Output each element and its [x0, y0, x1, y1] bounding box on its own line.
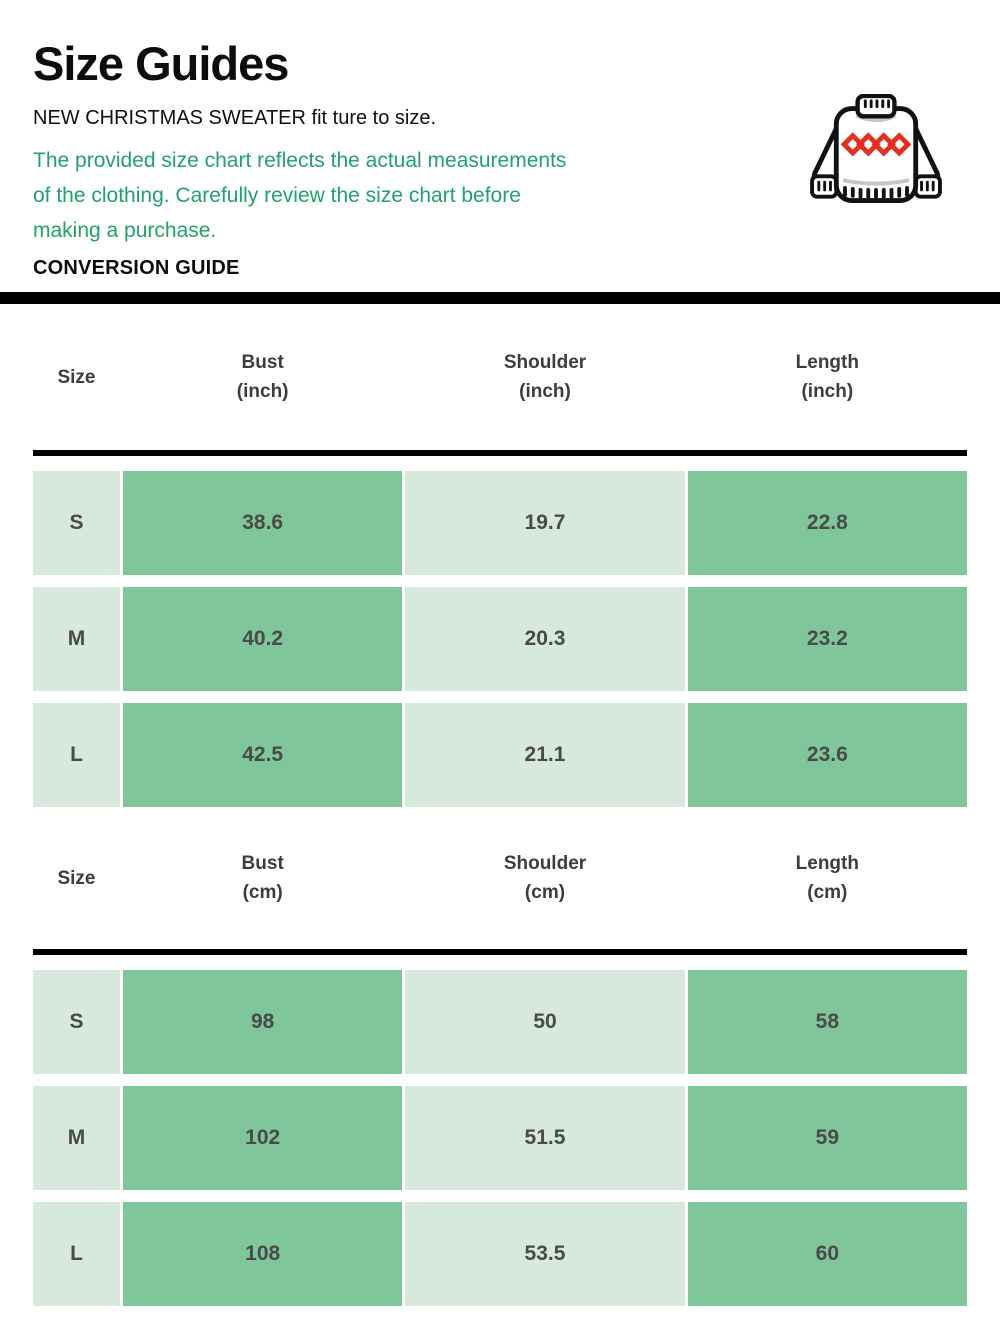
shoulder-cell: 53.5: [405, 1202, 685, 1306]
bust-cell: 98: [123, 970, 403, 1074]
length-cell: 23.2: [687, 587, 967, 691]
column-header-bust: Bust (inch): [123, 348, 402, 406]
table-header-inch: Size Bust (inch) Shoulder (inch) Length …: [33, 304, 967, 450]
shoulder-cell: 20.3: [405, 587, 685, 691]
header-section: Size Guides NEW CHRISTMAS SWEATER fit tu…: [0, 0, 1000, 280]
column-label: Length: [795, 352, 859, 373]
size-cell: M: [33, 587, 120, 691]
bust-cell: 42.5: [123, 703, 403, 807]
column-unit: (cm): [807, 882, 848, 903]
column-label: Shoulder: [503, 352, 587, 373]
table-row-s: S 98 50 58: [33, 970, 967, 1074]
page-title: Size Guides: [33, 37, 289, 90]
column-header-size: Size: [33, 363, 120, 392]
column-unit: (cm): [242, 882, 283, 903]
column-label: Length: [795, 853, 859, 874]
column-header-bust: Bust (cm): [123, 849, 402, 907]
size-table-cm: Size Bust (cm) Shoulder (cm) Length (cm)…: [0, 807, 1000, 1306]
table-row-l: L 42.5 21.1 23.6: [33, 703, 967, 807]
table-row-s: S 38.6 19.7 22.8: [33, 471, 967, 575]
shoulder-cell: 50: [405, 970, 685, 1074]
column-unit: (inch): [236, 381, 289, 402]
bust-cell: 40.2: [123, 587, 403, 691]
column-label: Size: [57, 366, 96, 388]
conversion-guide-label: CONVERSION GUIDE: [33, 257, 240, 279]
description-line-2: of the clothing. Carefully review the si…: [33, 184, 521, 207]
column-unit: (inch): [519, 381, 571, 402]
column-unit: (cm): [524, 882, 566, 903]
bust-cell: 108: [123, 1202, 403, 1306]
table-body-inch: S 38.6 19.7 22.8 M 40.2 20.3 23.2 L 42.5…: [33, 471, 967, 807]
size-cell: S: [33, 970, 120, 1074]
fit-note: NEW CHRISTMAS SWEATER fit ture to size.: [33, 107, 437, 129]
column-label: Size: [57, 867, 96, 889]
column-header-size: Size: [33, 864, 120, 893]
length-cell: 59: [687, 1086, 967, 1190]
table-row-m: M 40.2 20.3 23.2: [33, 587, 967, 691]
bust-cell: 38.6: [123, 471, 403, 575]
length-cell: 60: [687, 1202, 967, 1306]
length-cell: 22.8: [687, 471, 967, 575]
size-cell: L: [33, 1202, 120, 1306]
bust-cell: 102: [123, 1086, 403, 1190]
column-label: Shoulder: [503, 853, 587, 874]
christmas-sweater-icon: [810, 94, 942, 203]
table-header-cm: Size Bust (cm) Shoulder (cm) Length (cm): [33, 807, 967, 949]
column-header-length: Length (cm): [688, 849, 967, 907]
table-body-cm: S 98 50 58 M 102 51.5 59 L 108 53.5 60: [33, 970, 967, 1306]
section-divider: [0, 292, 1000, 304]
length-cell: 58: [687, 970, 967, 1074]
description-line-3: making a purchase.: [33, 219, 217, 242]
size-chart-description: The provided size chart reflects the act…: [33, 143, 967, 248]
column-unit: (inch): [801, 381, 854, 402]
length-cell: 23.6: [687, 703, 967, 807]
shoulder-cell: 21.1: [405, 703, 685, 807]
header-underline: [33, 450, 967, 456]
column-label: Bust: [241, 853, 284, 874]
size-table-inch: Size Bust (inch) Shoulder (inch) Length …: [0, 304, 1000, 807]
shoulder-cell: 19.7: [405, 471, 685, 575]
header-underline: [33, 949, 967, 955]
description-line-1: The provided size chart reflects the act…: [33, 149, 567, 172]
table-row-l: L 108 53.5 60: [33, 1202, 967, 1306]
column-label: Bust: [241, 352, 284, 373]
column-header-length: Length (inch): [688, 348, 967, 406]
size-cell: S: [33, 471, 120, 575]
size-cell: L: [33, 703, 120, 807]
shoulder-cell: 51.5: [405, 1086, 685, 1190]
table-row-m: M 102 51.5 59: [33, 1086, 967, 1190]
column-header-shoulder: Shoulder (cm): [405, 849, 684, 907]
column-header-shoulder: Shoulder (inch): [405, 348, 684, 406]
size-cell: M: [33, 1086, 120, 1190]
